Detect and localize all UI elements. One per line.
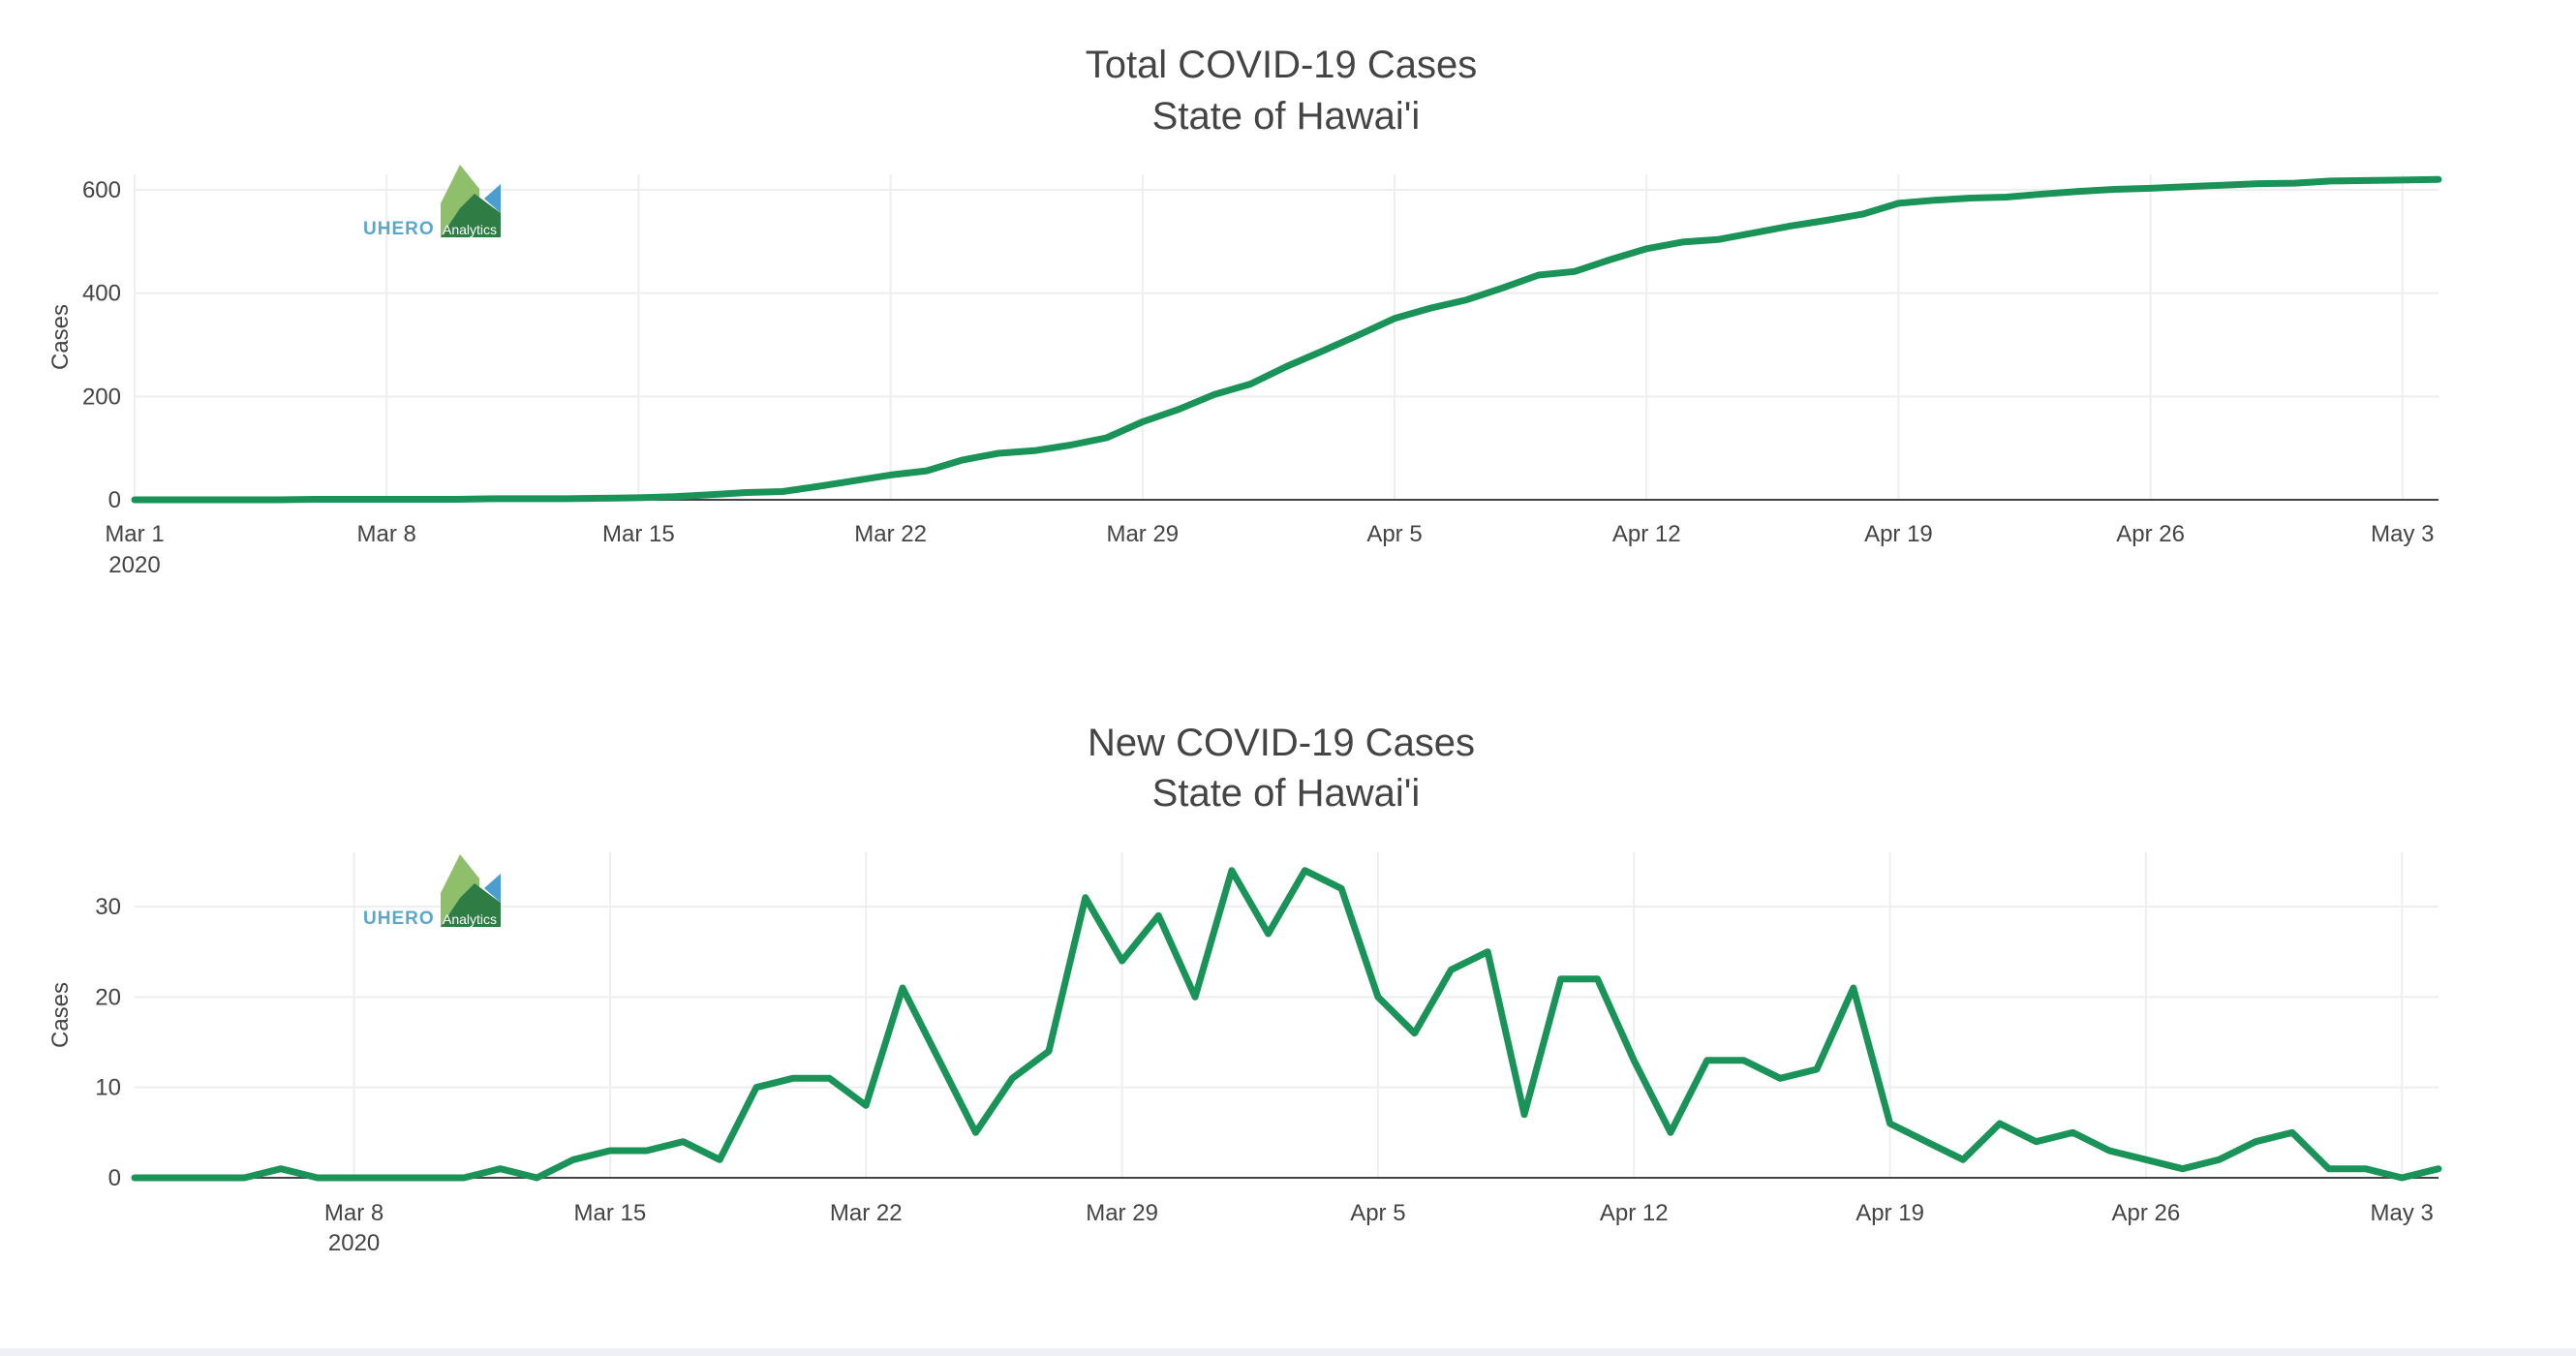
- x-tick-label: Mar 8: [357, 521, 416, 547]
- series-line: [131, 867, 2442, 1182]
- x-tick-label: May 3: [2371, 1200, 2434, 1226]
- chart-title: New COVID-19 Cases: [1088, 722, 1475, 764]
- y-axis-title: Cases: [47, 982, 74, 1048]
- logo-text: UHERO: [363, 219, 435, 239]
- bottom-strip: [0, 1348, 2576, 1356]
- x-tick-label: Apr 26: [2112, 1200, 2181, 1226]
- logo-sub-text: Analytics: [443, 222, 497, 237]
- chart-title: Total COVID-19 Cases: [1086, 44, 1478, 86]
- x-tick-label: Apr 12: [1612, 521, 1681, 547]
- y-axis-title: Cases: [47, 304, 74, 370]
- chart-subtitle: State of Hawai'i: [1152, 772, 1421, 815]
- x-tick-label: Apr 5: [1366, 521, 1422, 547]
- x-tick-label: Mar 22: [830, 1200, 903, 1226]
- x-tick-label: Apr 19: [1864, 521, 1933, 547]
- logo-dark-mountain-icon: [441, 194, 501, 237]
- y-tick-label: 400: [82, 281, 121, 307]
- x-tick-label: May 3: [2371, 521, 2434, 547]
- logo-blue-peak-icon: [484, 184, 501, 213]
- y-tick-label: 0: [108, 487, 121, 513]
- x-tick-label: Mar 1: [105, 521, 164, 547]
- logo-blue-peak-icon: [484, 874, 501, 903]
- chart-1: Total COVID-19 Cases State of Hawai'i 0 200…: [47, 44, 2442, 578]
- chart-2: New COVID-19 Cases State of Hawai'i 0 10 20 3…: [47, 722, 2442, 1256]
- x-tick-year-label: 2020: [108, 552, 160, 578]
- logo-dark-mountain-icon: [441, 883, 501, 927]
- y-tick-label: 200: [82, 384, 121, 410]
- x-tick-label: Mar 15: [574, 1200, 647, 1226]
- x-tick-label: Mar 15: [602, 521, 675, 547]
- chart-subtitle: State of Hawai'i: [1152, 95, 1421, 138]
- x-tick-label: Mar 22: [854, 521, 927, 547]
- x-tick-year-label: 2020: [328, 1230, 380, 1256]
- series-line: [131, 175, 2442, 504]
- uhero-logo-2: UHERO Analytics: [363, 854, 501, 929]
- y-tick-label: 0: [108, 1165, 121, 1191]
- x-tick-label: Apr 12: [1600, 1200, 1669, 1226]
- x-tick-label: Mar 8: [324, 1200, 383, 1226]
- y-tick-label: 600: [82, 177, 121, 203]
- logo-sub-text: Analytics: [443, 911, 497, 927]
- y-tick-label: 10: [95, 1075, 121, 1101]
- x-tick-label: Mar 29: [1106, 521, 1179, 547]
- y-tick-label: 30: [95, 894, 121, 920]
- x-tick-label: Apr 26: [2116, 521, 2185, 547]
- y-tick-label: 20: [95, 984, 121, 1010]
- x-tick-label: Apr 5: [1350, 1200, 1405, 1226]
- uhero-logo-1: UHERO Analytics: [363, 165, 501, 239]
- x-tick-label: Apr 19: [1855, 1200, 1924, 1226]
- logo-text: UHERO: [363, 909, 435, 929]
- x-tick-label: Mar 29: [1086, 1200, 1158, 1226]
